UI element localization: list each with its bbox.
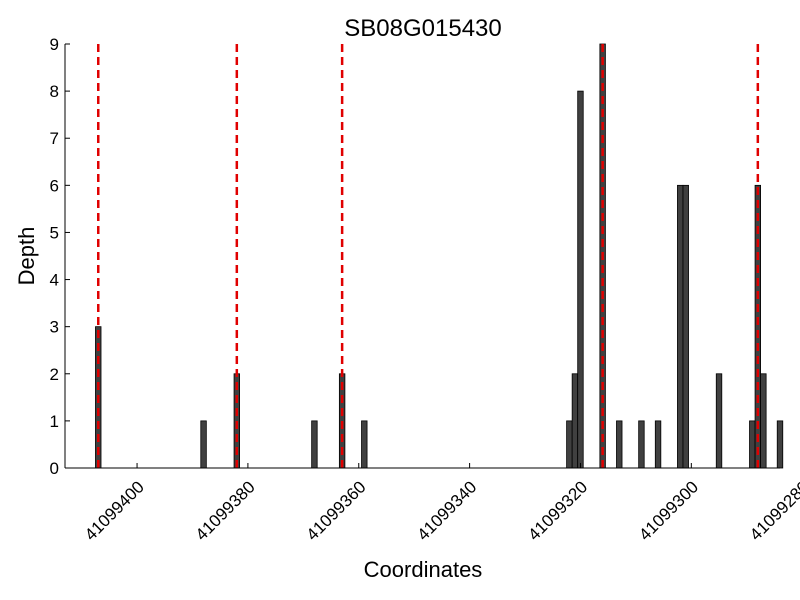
- y-tick-label-9: 9: [50, 35, 59, 54]
- bar-13: [677, 184, 684, 469]
- bar-8: [577, 90, 584, 469]
- y-tick-label-7: 7: [50, 129, 59, 148]
- y-tick-label-8: 8: [50, 82, 59, 101]
- x-tick-label-4: 41099320: [524, 477, 591, 544]
- bar-12: [654, 420, 662, 469]
- bars-layer: [95, 43, 784, 469]
- x-tick-label-5: 41099300: [635, 477, 702, 544]
- y-tick-label-5: 5: [50, 223, 59, 242]
- bar-18: [760, 373, 767, 469]
- bar-16: [749, 420, 756, 469]
- x-axis-label: Coordinates: [364, 557, 483, 582]
- bar-19: [776, 420, 784, 469]
- bar-7: [571, 373, 579, 469]
- marker-lines-layer: [97, 44, 760, 468]
- bar-11: [638, 420, 645, 469]
- bar-6: [566, 420, 573, 469]
- y-tick-label-2: 2: [50, 365, 59, 384]
- bar-14: [682, 184, 689, 469]
- x-tick-label-3: 41099340: [414, 477, 481, 544]
- y-axis-label: Depth: [14, 227, 39, 286]
- y-tick-label-0: 0: [50, 459, 59, 478]
- x-tick-label-2: 41099360: [303, 477, 370, 544]
- bar-10: [616, 420, 623, 469]
- y-tick-label-1: 1: [50, 412, 59, 431]
- y-tick-label-4: 4: [50, 271, 59, 290]
- bar-3: [311, 420, 318, 469]
- y-tick-label-6: 6: [50, 176, 59, 195]
- bar-5: [361, 420, 368, 469]
- chart-title: SB08G015430: [344, 15, 501, 42]
- y-tick-label-3: 3: [50, 318, 59, 337]
- x-tick-label-1: 41099380: [192, 477, 259, 544]
- bar-1: [200, 420, 207, 469]
- bar-15: [715, 373, 723, 469]
- x-tick-label-6: 41099280: [746, 477, 800, 544]
- x-tick-label-0: 41099400: [81, 477, 148, 544]
